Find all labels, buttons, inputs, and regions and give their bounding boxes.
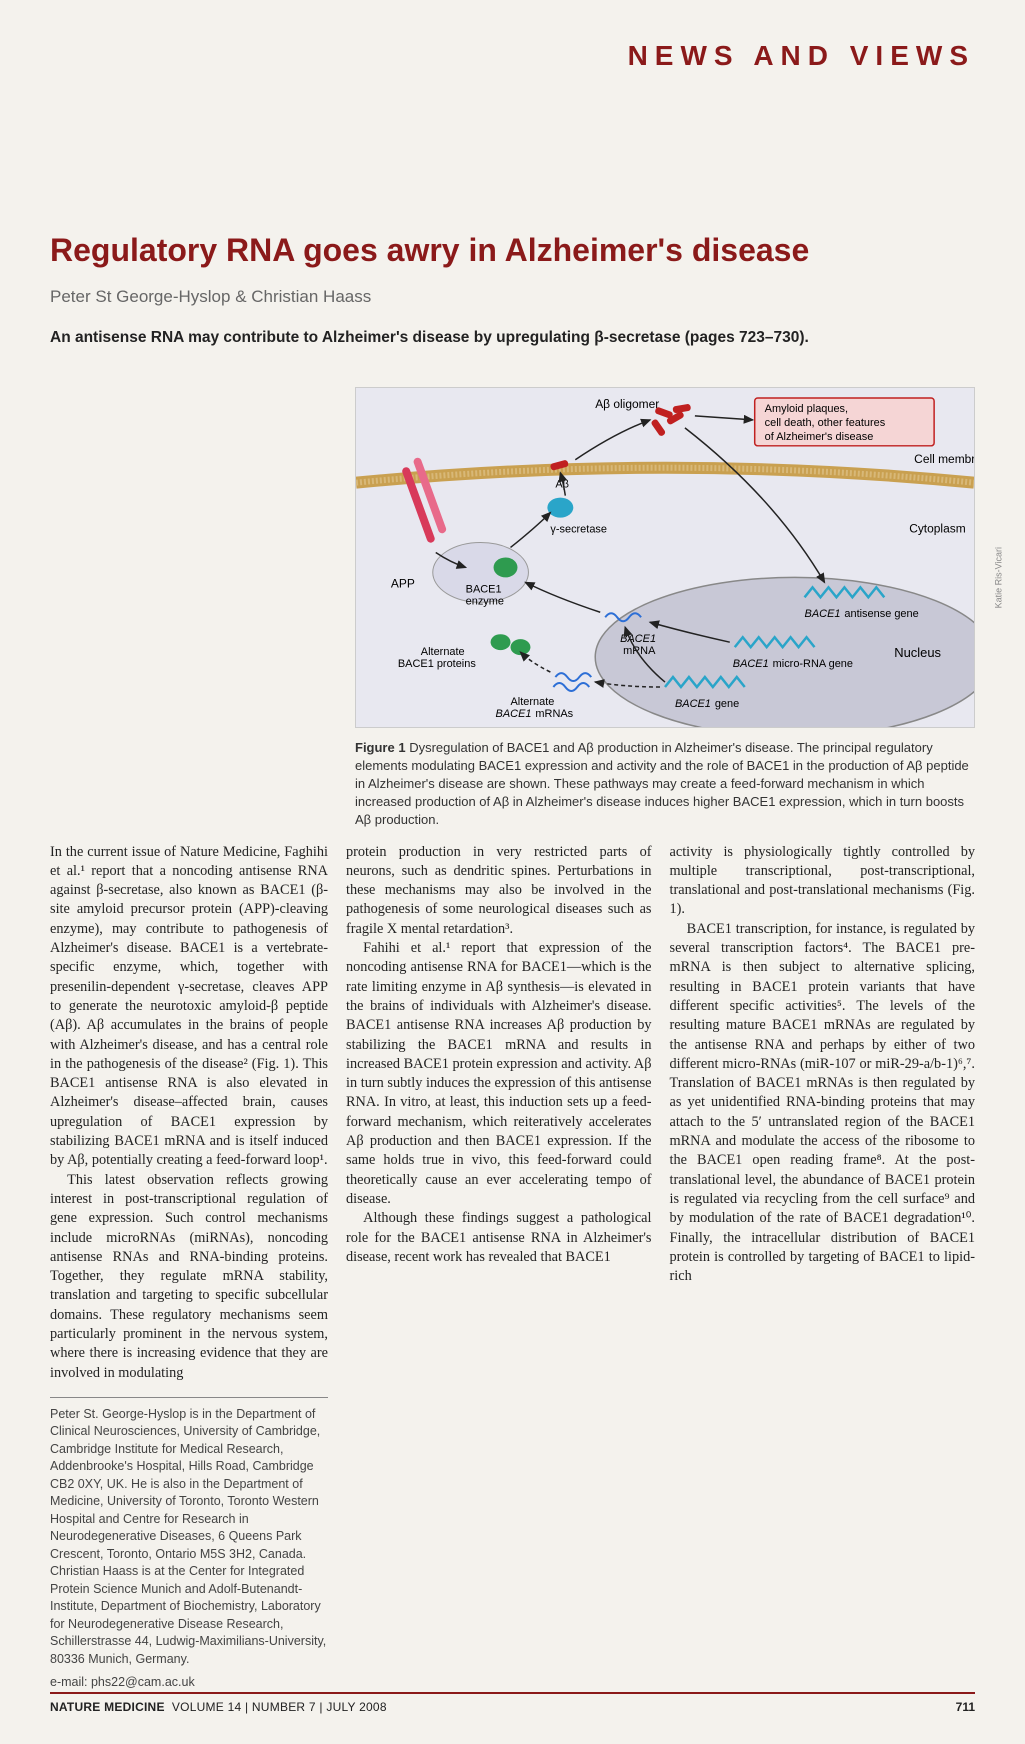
svg-text:Amyloid plaques,: Amyloid plaques, (765, 403, 848, 415)
svg-text:BACE1: BACE1 (805, 608, 841, 620)
standfirst: An antisense RNA may contribute to Alzhe… (50, 329, 975, 347)
svg-text:BACE1: BACE1 (620, 633, 656, 645)
figure-diagram: Cell membrane Cytoplasm Nucleus BACE1 an… (355, 387, 975, 728)
body-mid-p2: Fahihi et al.¹ report that expression of… (346, 939, 652, 1209)
email: e-mail: phs22@cam.ac.uk (50, 1674, 328, 1692)
figure-caption-bold: Figure 1 (355, 740, 406, 755)
section-header: NEWS AND VIEWS (50, 40, 975, 72)
svg-text:Alternate: Alternate (511, 696, 555, 708)
svg-text:γ-secretase: γ-secretase (550, 524, 607, 536)
right-columns: protein production in very restricted pa… (346, 843, 975, 1287)
svg-text:gene: gene (715, 698, 739, 710)
svg-text:cell death, other features: cell death, other features (765, 417, 886, 429)
affiliations-text: Peter St. George-Hyslop is in the Depart… (50, 1406, 328, 1669)
body-right-p1: activity is physiologically tightly cont… (670, 843, 976, 920)
footer-journal: NATURE MEDICINE (50, 1700, 165, 1714)
svg-text:enzyme: enzyme (466, 595, 504, 607)
body-p1: In the current issue of Nature Medicine,… (50, 843, 328, 1171)
svg-text:BACE1: BACE1 (675, 698, 711, 710)
svg-text:Aβ oligomer: Aβ oligomer (595, 397, 659, 411)
authors: Peter St George-Hyslop & Christian Haass (50, 287, 975, 307)
body-mid-p3: Although these findings suggest a pathol… (346, 1209, 652, 1267)
svg-text:BACE1: BACE1 (496, 708, 532, 720)
footer-volume: VOLUME 14 | NUMBER 7 | JULY 2008 (172, 1700, 387, 1714)
label-cell-membrane: Cell membrane (914, 452, 975, 466)
footer-left: NATURE MEDICINE VOLUME 14 | NUMBER 7 | J… (50, 1700, 387, 1714)
svg-text:BACE1: BACE1 (466, 583, 502, 595)
svg-text:Alternate: Alternate (421, 646, 465, 658)
page-footer: NATURE MEDICINE VOLUME 14 | NUMBER 7 | J… (50, 1692, 975, 1714)
affiliations-block: Peter St. George-Hyslop is in the Depart… (50, 1397, 328, 1692)
label-cytoplasm: Cytoplasm (909, 522, 966, 536)
body-p2: This latest observation reflects growing… (50, 1171, 328, 1383)
svg-text:of Alzheimer's disease: of Alzheimer's disease (765, 431, 874, 443)
svg-text:BACE1: BACE1 (733, 658, 769, 670)
svg-text:BACE1 proteins: BACE1 proteins (398, 658, 476, 670)
article-title: Regulatory RNA goes awry in Alzheimer's … (50, 232, 975, 269)
figure-credit: Katie Ris-Vicari (993, 547, 1003, 608)
figure-caption: Figure 1 Dysregulation of BACE1 and Aβ p… (355, 739, 975, 829)
svg-text:antisense gene: antisense gene (844, 608, 918, 620)
left-column: In the current issue of Nature Medicine,… (50, 843, 328, 1692)
svg-text:mRNAs: mRNAs (535, 708, 573, 720)
svg-text:micro-RNA gene: micro-RNA gene (773, 658, 853, 670)
content-wrap: Katie Ris-Vicari Cell membrane Cytoplasm… (50, 387, 975, 1286)
figure-caption-text: Dysregulation of BACE1 and Aβ production… (355, 740, 969, 827)
figure-1: Cell membrane Cytoplasm Nucleus BACE1 an… (355, 387, 975, 829)
svg-text:APP: APP (391, 576, 415, 590)
body-right-p2: BACE1 transcription, for instance, is re… (670, 920, 976, 1287)
footer-page-number: 711 (956, 1700, 975, 1714)
label-nucleus: Nucleus (894, 645, 941, 660)
body-mid-p1: protein production in very restricted pa… (346, 843, 652, 939)
